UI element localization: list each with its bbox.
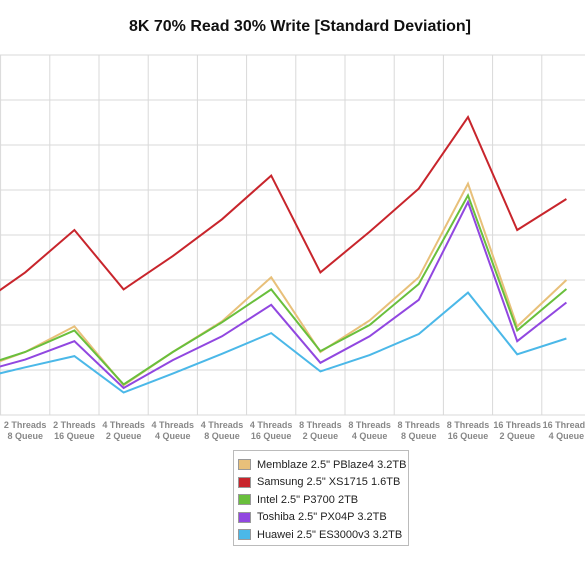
legend-label: Toshiba 2.5" PX04P 3.2TB xyxy=(257,511,387,524)
x-tick-label: 8 Threads xyxy=(398,420,441,430)
legend-swatch xyxy=(238,476,251,488)
legend-label: Huawei 2.5" ES3000v3 3.2TB xyxy=(257,528,403,541)
x-tick-label: 4 Threads xyxy=(102,420,145,430)
legend-label: Samsung 2.5" XS1715 1.6TB xyxy=(257,476,401,489)
legend-label: Intel 2.5" P3700 2TB xyxy=(257,493,359,506)
x-tick-label: 8 Threads xyxy=(299,420,342,430)
x-tick-label: 2 Threads xyxy=(53,420,96,430)
x-tick-label: 4 Threads xyxy=(201,420,244,430)
legend-item: Intel 2.5" P3700 2TB xyxy=(238,491,408,509)
x-tick-label: 8 Queue xyxy=(204,431,240,441)
x-tick-label: 2 Queue xyxy=(499,431,535,441)
legend-item: Toshiba 2.5" PX04P 3.2TB xyxy=(238,509,408,527)
x-tick-label: 2 Queue xyxy=(106,431,142,441)
x-tick-label: 4 Threads xyxy=(152,420,195,430)
series-lines xyxy=(0,115,568,394)
x-tick-label: 8 Threads xyxy=(447,420,490,430)
legend-label: Memblaze 2.5" PBlaze4 3.2TB xyxy=(257,458,407,471)
x-tick-label: 16 Queue xyxy=(251,431,292,441)
x-tick-label: 16 Threads xyxy=(543,420,585,430)
legend-swatch xyxy=(238,494,251,506)
series-line-1 xyxy=(0,181,568,387)
x-tick-label: 16 Threads xyxy=(493,420,541,430)
series-line-5 xyxy=(0,291,567,394)
x-tick-label: 4 Queue xyxy=(352,431,388,441)
x-tick-label: 4 Threads xyxy=(250,420,293,430)
legend-swatch xyxy=(238,529,251,541)
x-tick-label: 2 Queue xyxy=(303,431,339,441)
legend: Memblaze 2.5" PBlaze4 3.2TB Samsung 2.5" … xyxy=(233,450,409,546)
series-line-4 xyxy=(0,199,568,390)
x-tick-label: 2 Threads xyxy=(4,420,47,430)
legend-item: Huawei 2.5" ES3000v3 3.2TB xyxy=(238,526,408,544)
chart-title: 8K 70% Read 30% Write [Standard Deviatio… xyxy=(128,18,472,35)
x-tick-label: 8 Threads xyxy=(348,420,391,430)
series-line-3 xyxy=(0,192,568,386)
x-tick-label: 16 Queue xyxy=(54,431,95,441)
legend-item: Samsung 2.5" XS1715 1.6TB xyxy=(238,474,408,492)
legend-item: Memblaze 2.5" PBlaze4 3.2TB xyxy=(238,456,408,474)
legend-swatch xyxy=(238,459,251,471)
x-tick-label: 8 Queue xyxy=(401,431,437,441)
x-tick-label: 16 Queue xyxy=(448,431,489,441)
x-tick-label: 4 Queue xyxy=(549,431,585,441)
chart-grid xyxy=(0,54,585,416)
x-tick-label: 4 Queue xyxy=(155,431,191,441)
x-tick-label: 8 Queue xyxy=(7,431,43,441)
series-line-2 xyxy=(0,115,567,292)
legend-swatch xyxy=(238,511,251,523)
